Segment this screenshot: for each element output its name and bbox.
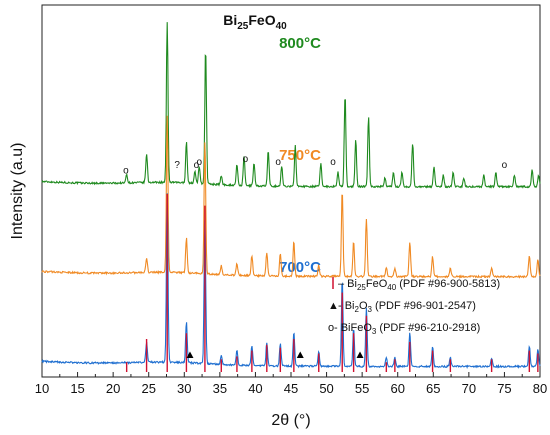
title-base: Bi (223, 12, 237, 28)
phase-markers: o o o o o o o? (123, 154, 508, 358)
label-700: 700°C (279, 259, 321, 276)
bi2o3-triangle-marker (296, 351, 304, 358)
bifeo3-circle-marker: o (194, 160, 200, 171)
x-tick-label: 40 (248, 381, 262, 396)
x-tick-label: 55 (355, 381, 369, 396)
x-tick-label: 60 (390, 381, 404, 396)
x-tick-label: 25 (141, 381, 155, 396)
bifeo3-circle-marker: o (502, 160, 508, 171)
title-sub2: 40 (276, 21, 288, 32)
title-mid: FeO (248, 12, 275, 28)
legend-circle-symbol: o (328, 322, 334, 334)
bi2o3-triangle-marker (356, 351, 364, 358)
x-tick-label: 75 (497, 381, 511, 396)
x-axis-ticks: 10 15 20 25 30 35 40 45 50 55 60 65 70 75 80 (35, 372, 547, 396)
bifeo3-circle-marker: o (330, 157, 336, 168)
x-tick-label: 20 (106, 381, 120, 396)
legend-item-bifeo3: - BiFeO3 (PDF #96-210-2918) (334, 322, 480, 336)
y-axis-title: Intensity (a.u) (9, 143, 26, 240)
legend: – Bi25FeO40 (PDF #96-900-5813) ▲ - Bi2O3… (328, 277, 500, 336)
x-tick-label: 65 (426, 381, 440, 396)
bifeo3-circle-marker: o (123, 166, 129, 177)
x-tick-label: 45 (284, 381, 298, 396)
label-800: 800°C (279, 35, 321, 52)
chart-title: Bi25FeO40 (223, 12, 287, 32)
bi2o3-triangle-marker (186, 351, 194, 358)
label-750: 750°C (279, 147, 321, 164)
x-tick-label: 35 (213, 381, 227, 396)
x-tick-label: 10 (35, 381, 49, 396)
x-tick-label: 50 (319, 381, 333, 396)
legend-triangle-symbol: ▲ (328, 300, 339, 312)
legend-item-bi25feo40: – Bi25FeO40 (PDF #96-900-5813) (338, 278, 500, 292)
series-700-line (41, 193, 541, 369)
series-750-line (41, 115, 541, 279)
x-tick-label: 70 (462, 381, 476, 396)
x-axis-title: 2θ (°) (271, 412, 310, 429)
x-tick-label: 15 (70, 381, 84, 396)
x-tick-label: 30 (177, 381, 191, 396)
title-sub1: 25 (237, 21, 249, 32)
reference-lines (125, 194, 539, 372)
x-tick-label: 80 (533, 381, 547, 396)
bifeo3-circle-marker: o (243, 154, 249, 165)
bifeo3-circle-marker: o (196, 157, 202, 168)
question-marker: ? (174, 160, 180, 171)
legend-item-bi2o3: - Bi2O3 (PDF #96-901-2547) (338, 300, 476, 314)
bifeo3-circle-marker: o (275, 157, 281, 168)
series-800-line (41, 22, 541, 189)
